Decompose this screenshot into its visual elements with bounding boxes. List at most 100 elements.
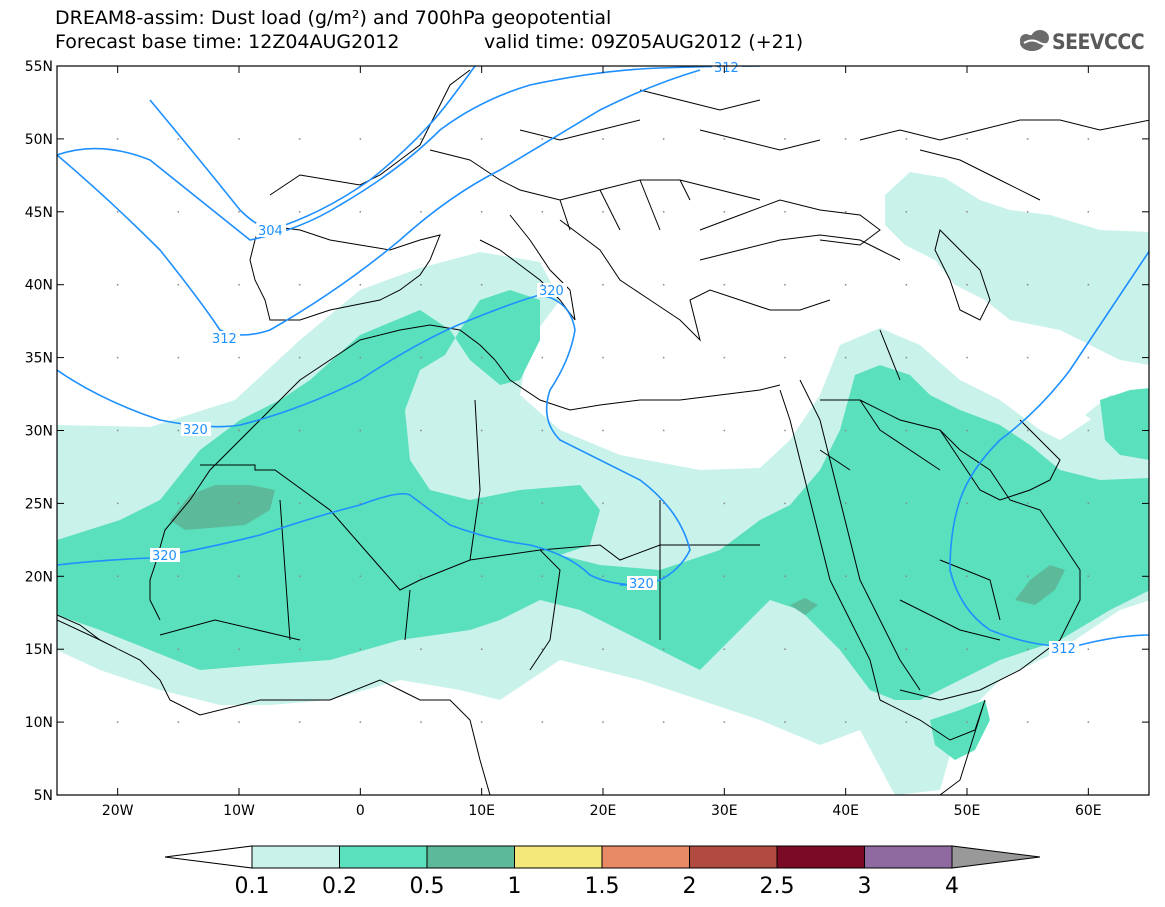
grid-dot (723, 648, 726, 650)
grid-dot (177, 429, 180, 432)
grid-dot (480, 283, 483, 286)
lat-label: 15N (25, 642, 53, 658)
iberia-coast (249, 224, 441, 321)
grid-dot (480, 502, 483, 505)
grid-dot (844, 138, 847, 140)
grid-dot (662, 648, 665, 650)
lat-label: 45N (25, 205, 53, 221)
grid-dot (1087, 429, 1090, 432)
grid-dot (1026, 356, 1029, 359)
grid-dot (723, 211, 726, 213)
dust-area-medium-arabia-east (1100, 388, 1149, 460)
colorbar-tick-label: 0.2 (322, 874, 357, 899)
lat-label: 5N (34, 788, 53, 804)
west-africa-coast-detail (57, 564, 161, 641)
grid-dot (298, 356, 301, 359)
lon-label: 30E (711, 803, 738, 819)
north-africa-coast (494, 359, 781, 411)
lon-label: 40E (832, 803, 859, 819)
grid-dot (420, 356, 422, 359)
grid-dot (116, 283, 119, 286)
grid-dot (784, 283, 786, 286)
colorbar-tick-label: 1 (508, 874, 522, 899)
grid-dot (541, 211, 544, 213)
grid-dot (905, 429, 908, 432)
grid-dot (905, 211, 908, 213)
contour-label: 320 (152, 549, 177, 564)
grid-dot (784, 575, 786, 578)
grid-dot (784, 648, 786, 650)
grid-dot (1087, 721, 1090, 723)
grid-dot (1087, 211, 1090, 213)
grid-dot (359, 502, 362, 505)
grid-dot (662, 356, 665, 359)
grid-dot (541, 429, 544, 432)
grid-dot (177, 138, 180, 140)
grid-dot (480, 138, 483, 140)
grid-dot (602, 283, 604, 286)
coastlines-and-borders (57, 69, 1149, 795)
grid-dot (844, 429, 847, 432)
grid-dot (238, 502, 240, 505)
grid-dot (1026, 721, 1029, 723)
grid-dot (238, 211, 240, 213)
grid-dot (844, 356, 847, 359)
grid-dot (662, 429, 665, 432)
colorbar-tick-label: 1.5 (585, 874, 620, 899)
colorbar-segment (514, 845, 603, 869)
grid-dot (602, 138, 604, 140)
grid-dot (420, 721, 422, 723)
grid-dot (905, 721, 908, 723)
grid-dot (420, 283, 422, 286)
colorbar-segment (251, 845, 340, 869)
grid-dot (905, 138, 908, 140)
longitude-axis: 20W 10W 0 10E 20E 30E 40E 50E 60E (102, 66, 1102, 819)
grid-dot (966, 283, 968, 286)
dust-load-shading (57, 172, 1149, 795)
grid-dot (116, 502, 119, 505)
colorbar-segment (776, 845, 865, 869)
grid-dot (298, 211, 301, 213)
contour-label: 304 (258, 224, 283, 239)
arabia-coast (899, 429, 1081, 701)
country-borders-asia (819, 329, 1001, 641)
grid-dot (177, 721, 180, 723)
grid-dot (359, 283, 362, 286)
africa-coastline (57, 619, 491, 795)
lon-label: 20W (102, 803, 134, 819)
colorbar-right-arrow (951, 845, 1041, 869)
grid-dot (177, 648, 180, 650)
caspian-coast (934, 229, 991, 321)
lon-label: 20E (590, 803, 617, 819)
dust-area-medium-horn (930, 700, 990, 760)
lat-label: 25N (25, 496, 53, 512)
grid-dot (1026, 429, 1029, 432)
contour-label: 320 (629, 577, 654, 592)
grid-dot (723, 721, 726, 723)
grid-dot (420, 648, 422, 650)
colorbar-legend: 0.1 0.2 0.5 1 1.5 2 2.5 3 4 (164, 845, 1041, 899)
grid-dot (844, 211, 847, 213)
red-sea-coast-east (799, 379, 921, 691)
grid-dot (541, 138, 544, 140)
grid-dot (541, 356, 544, 359)
grid-dot (177, 356, 180, 359)
grid-dot (359, 575, 362, 578)
grid-dot (420, 502, 422, 505)
lat-label: 55N (25, 59, 53, 75)
contour-line-304 (149, 66, 476, 231)
country-borders-africa (159, 399, 760, 671)
grid-dot (723, 356, 726, 359)
grid-dot (1026, 502, 1029, 505)
grid-dot (905, 575, 908, 578)
grid-dot (238, 721, 240, 723)
dust-area-heavy-west-sahara (170, 485, 275, 530)
grid-dot (1026, 211, 1029, 213)
grid-dot (905, 283, 908, 286)
grid-dot (1026, 575, 1029, 578)
grid-dot (844, 283, 847, 286)
horn-africa-coast (879, 699, 986, 795)
grid-dot (662, 283, 665, 286)
grid-dot (541, 648, 544, 650)
grid-dot (1087, 138, 1090, 140)
